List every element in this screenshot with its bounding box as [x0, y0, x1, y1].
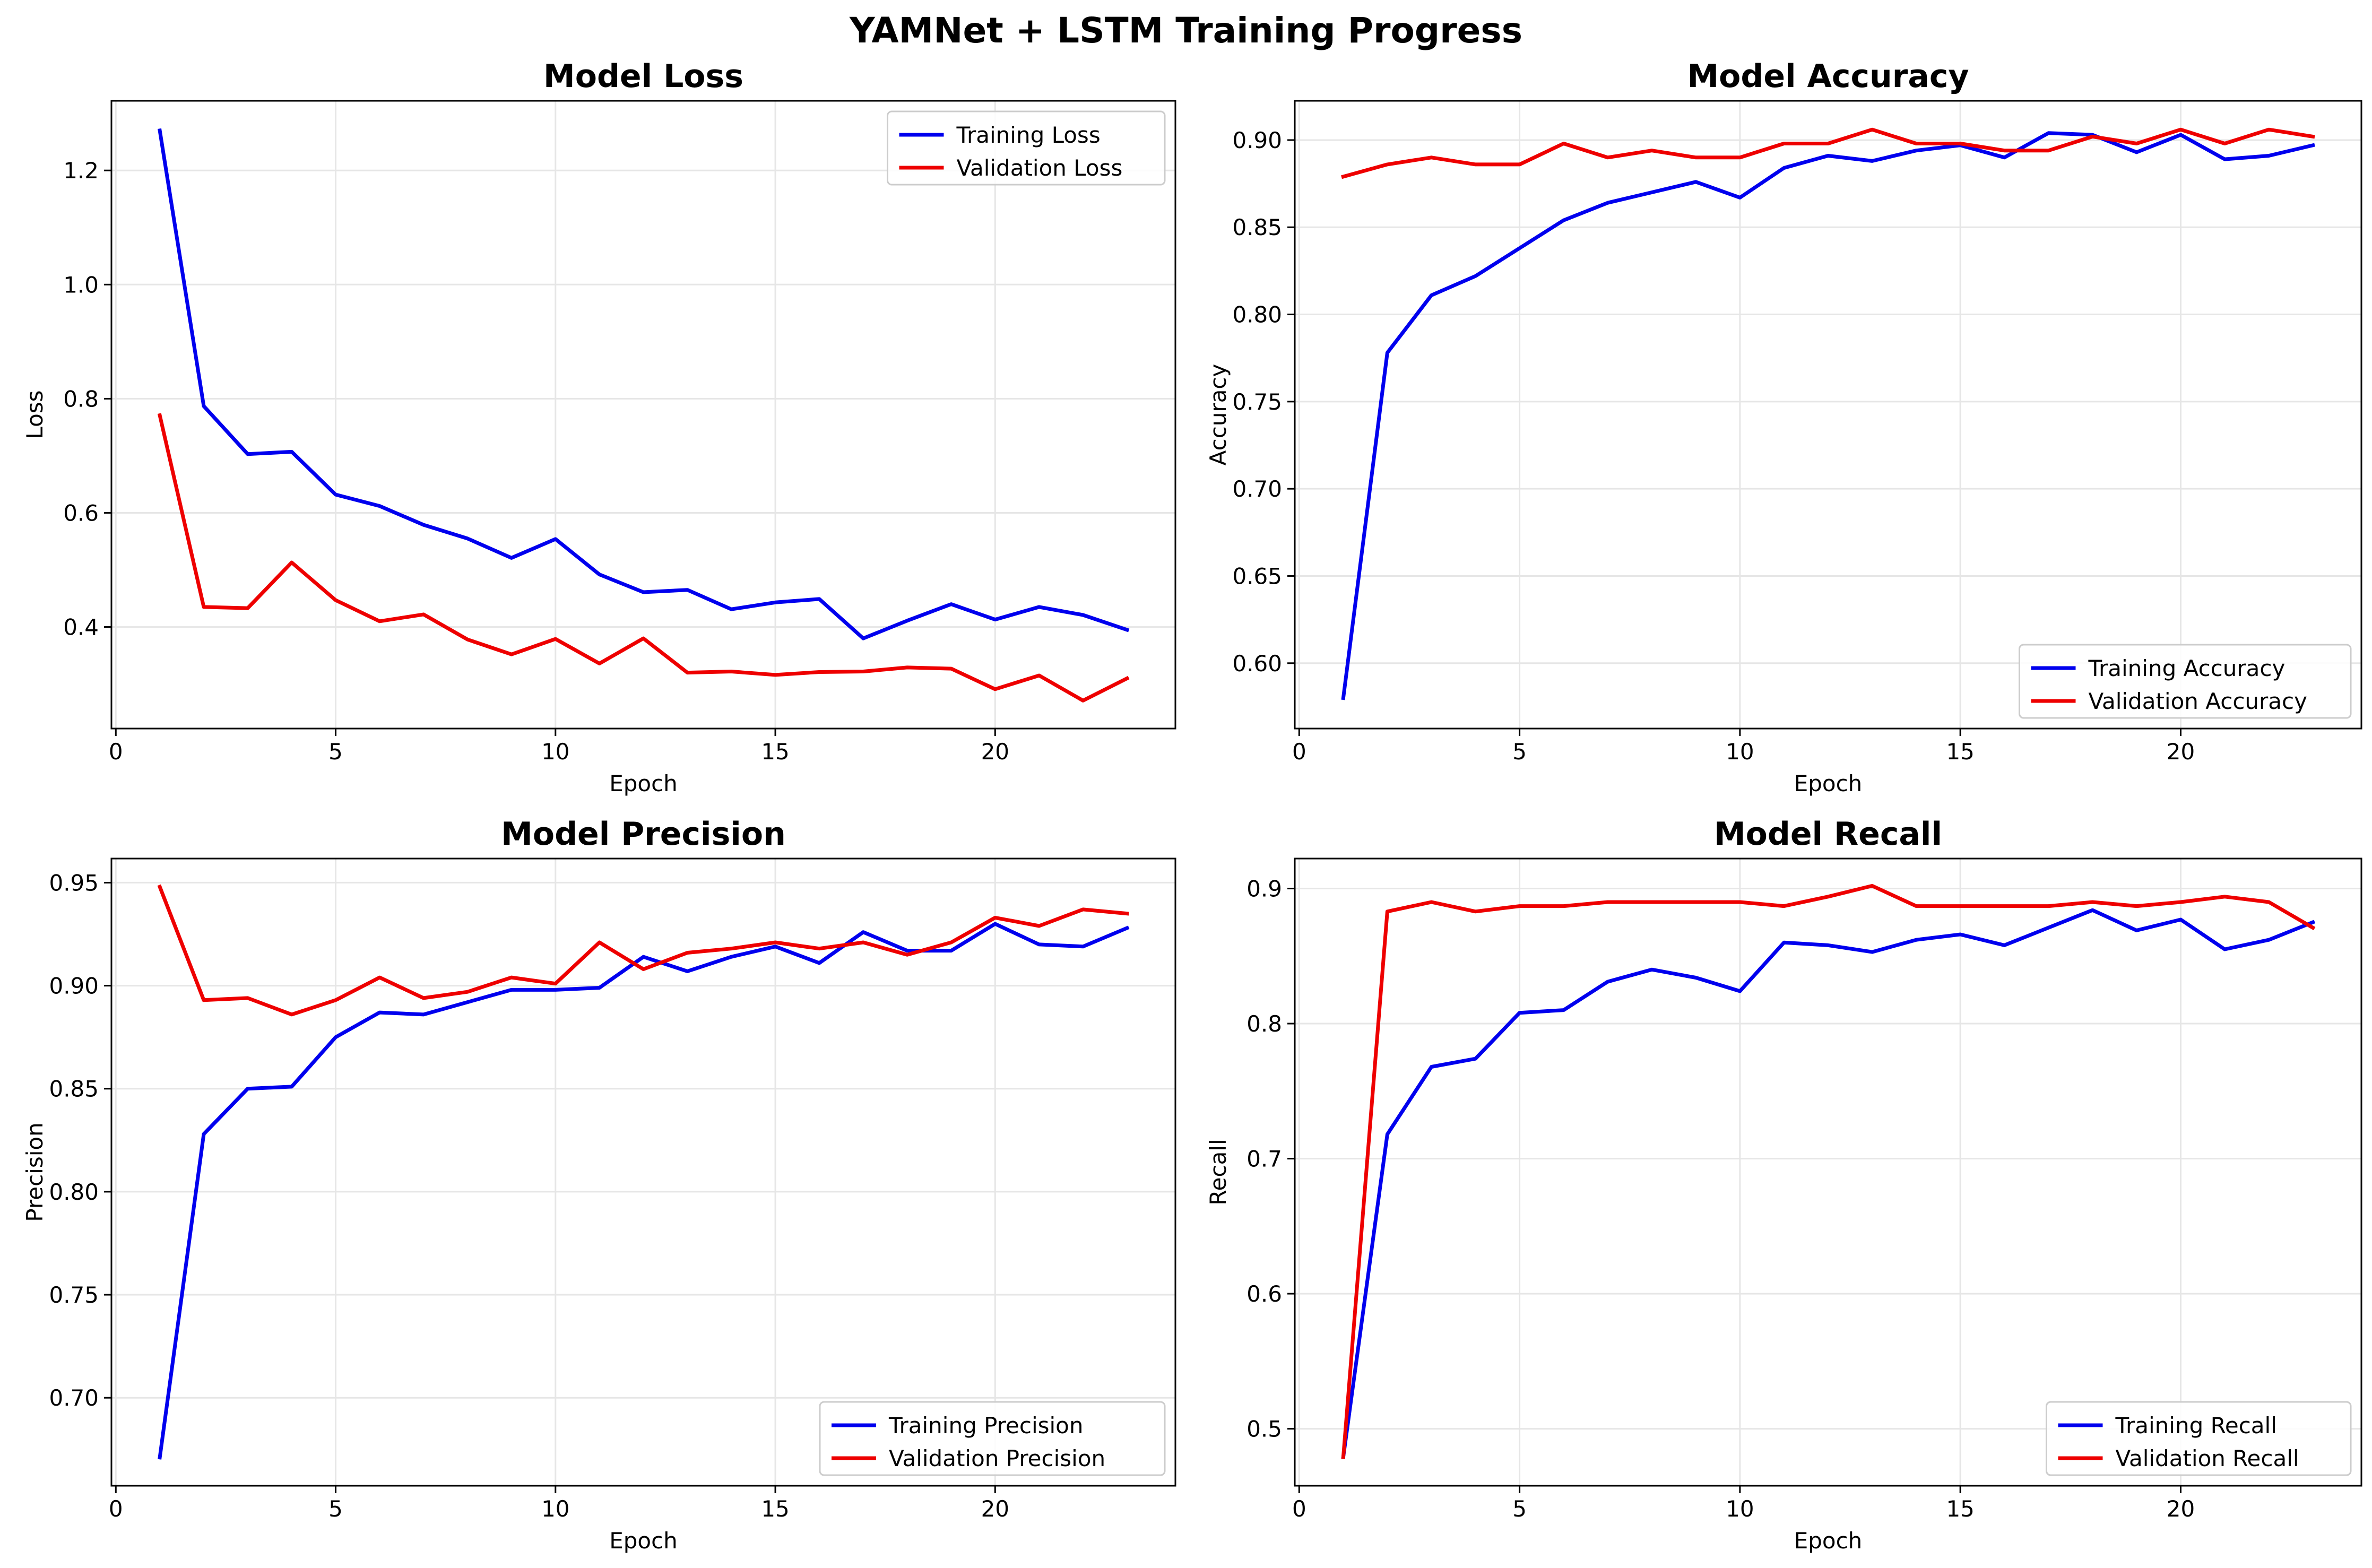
x-tick-label: 15 [761, 1496, 789, 1522]
subplot-grid: Model Loss 0 5 10 15 20 0.4 0.6 0.8 1.0 1.2 Epoch Lo… [22, 58, 2362, 1554]
y-tick-label: 1.2 [63, 158, 99, 184]
legend-label: Validation Precision [889, 1445, 1105, 1471]
y-tick-label: 0.8 [63, 386, 99, 412]
subplot-title: Model Accuracy [1687, 58, 1969, 95]
legend: Training Loss Validation Loss [887, 110, 1166, 186]
legend-label: Validation Loss [957, 155, 1123, 181]
y-tick-label: 0.85 [49, 1076, 99, 1102]
x-axis-label: Epoch [609, 770, 678, 796]
x-axis-label: Epoch [1794, 1528, 1863, 1554]
y-tick-label: 0.95 [49, 870, 99, 896]
legend: Training Recall Validation Recall [2046, 1401, 2352, 1476]
axes-frame [110, 100, 1176, 730]
subplot-title: Model Precision [501, 816, 786, 853]
y-tick-label: 0.5 [1246, 1416, 1282, 1442]
legend-label: Training Precision [888, 1413, 1083, 1439]
y-tick-label: 0.4 [63, 614, 99, 640]
series-line-validation [157, 884, 1129, 1017]
x-tick-label: 15 [1946, 739, 1974, 765]
series-line-validation [157, 413, 1130, 703]
y-tick-label: 0.80 [49, 1179, 99, 1205]
y-tick-label: 1.0 [63, 272, 99, 298]
y-tick-label: 0.65 [1232, 563, 1282, 589]
subplot-1: Model Loss 0 5 10 15 20 0.4 0.6 0.8 1.0 1.2 Epoch Lo… [22, 58, 1176, 796]
legend: Training Accuracy Validation Accuracy [2019, 644, 2352, 719]
legend-label: Training Accuracy [2088, 655, 2286, 681]
x-tick-label: 20 [981, 1496, 1009, 1522]
grid-lines [111, 859, 1175, 1486]
x-tick-label: 5 [328, 739, 343, 765]
x-tick-label: 10 [1726, 1496, 1754, 1522]
legend-label: Training Loss [956, 122, 1101, 148]
x-tick-label: 5 [1512, 1496, 1527, 1522]
y-tick-label: 0.6 [63, 500, 99, 526]
y-tick-label: 0.6 [1246, 1281, 1282, 1307]
x-tick-label: 15 [761, 739, 789, 765]
axes-frame [110, 857, 1176, 1487]
y-tick-label: 0.70 [1232, 476, 1282, 502]
legend-label: Validation Accuracy [2089, 688, 2308, 714]
x-tick-label: 0 [1292, 1496, 1306, 1522]
x-tick-label: 0 [1292, 739, 1306, 765]
series-line-validation [1341, 883, 2316, 1459]
y-axis-label: Loss [22, 390, 48, 439]
series-line-validation [1341, 127, 2315, 179]
grid-lines [1295, 101, 2361, 729]
y-tick-label: 0.7 [1246, 1146, 1282, 1172]
axes-frame [1294, 857, 2362, 1487]
subplot-3: Model Precision 0 5 10 15 20 0.70 0.75 0.80 0.85 0… [22, 816, 1176, 1554]
legend-label: Training Recall [2115, 1413, 2277, 1439]
x-tick-label: 20 [2167, 1496, 2195, 1522]
x-tick-label: 5 [1512, 739, 1527, 765]
y-tick-label: 0.60 [1232, 651, 1282, 677]
subplot-2: Model Accuracy 0 5 10 15 20 0.60 0.65 0.70 0.75 0.… [1205, 58, 2362, 796]
x-tick-label: 20 [981, 739, 1009, 765]
series-line-training [158, 922, 1130, 1460]
x-tick-label: 15 [1946, 1496, 1974, 1522]
x-tick-label: 0 [109, 739, 123, 765]
y-tick-label: 0.90 [49, 973, 99, 999]
figure-suptitle: YAMNet + LSTM Training Progress [849, 10, 1522, 51]
grid-lines [1295, 859, 2361, 1486]
legend-box [2019, 644, 2352, 719]
series-line-training [1341, 131, 2315, 700]
legend: Training Precision Validation Precision [819, 1401, 1166, 1476]
y-tick-label: 0.90 [1232, 127, 1282, 153]
subplot-title: Model Loss [543, 58, 743, 95]
legend-box [819, 1401, 1166, 1476]
y-tick-label: 0.80 [1232, 302, 1282, 328]
y-tick-label: 0.8 [1246, 1011, 1282, 1037]
x-tick-label: 10 [541, 1496, 569, 1522]
y-tick-label: 0.70 [49, 1385, 99, 1411]
y-tick-label: 0.75 [1232, 389, 1282, 415]
x-axis-label: Epoch [1794, 770, 1863, 796]
legend-box [2046, 1401, 2352, 1476]
y-tick-label: 0.85 [1232, 214, 1282, 240]
x-tick-label: 20 [2167, 739, 2195, 765]
x-tick-label: 0 [109, 1496, 123, 1522]
x-axis-label: Epoch [609, 1528, 678, 1554]
subplot-title: Model Recall [1714, 816, 1942, 853]
series-line-training [158, 128, 1130, 640]
y-tick-label: 0.9 [1246, 876, 1282, 902]
y-axis-label: Precision [22, 1122, 48, 1222]
legend-label: Validation Recall [2116, 1445, 2299, 1471]
x-tick-label: 10 [541, 739, 569, 765]
y-axis-label: Accuracy [1205, 364, 1231, 466]
y-tick-label: 0.75 [49, 1282, 99, 1308]
y-axis-label: Recall [1205, 1139, 1231, 1205]
x-tick-label: 10 [1726, 739, 1754, 765]
x-tick-label: 5 [328, 1496, 343, 1522]
axes-frame [1294, 100, 2362, 730]
subplot-4: Model Recall 0 5 10 15 20 0.5 0.6 0.7 0.8 0.9 Epoch… [1205, 816, 2362, 1554]
series-line-training [1341, 908, 2316, 1459]
legend-box [887, 110, 1166, 186]
